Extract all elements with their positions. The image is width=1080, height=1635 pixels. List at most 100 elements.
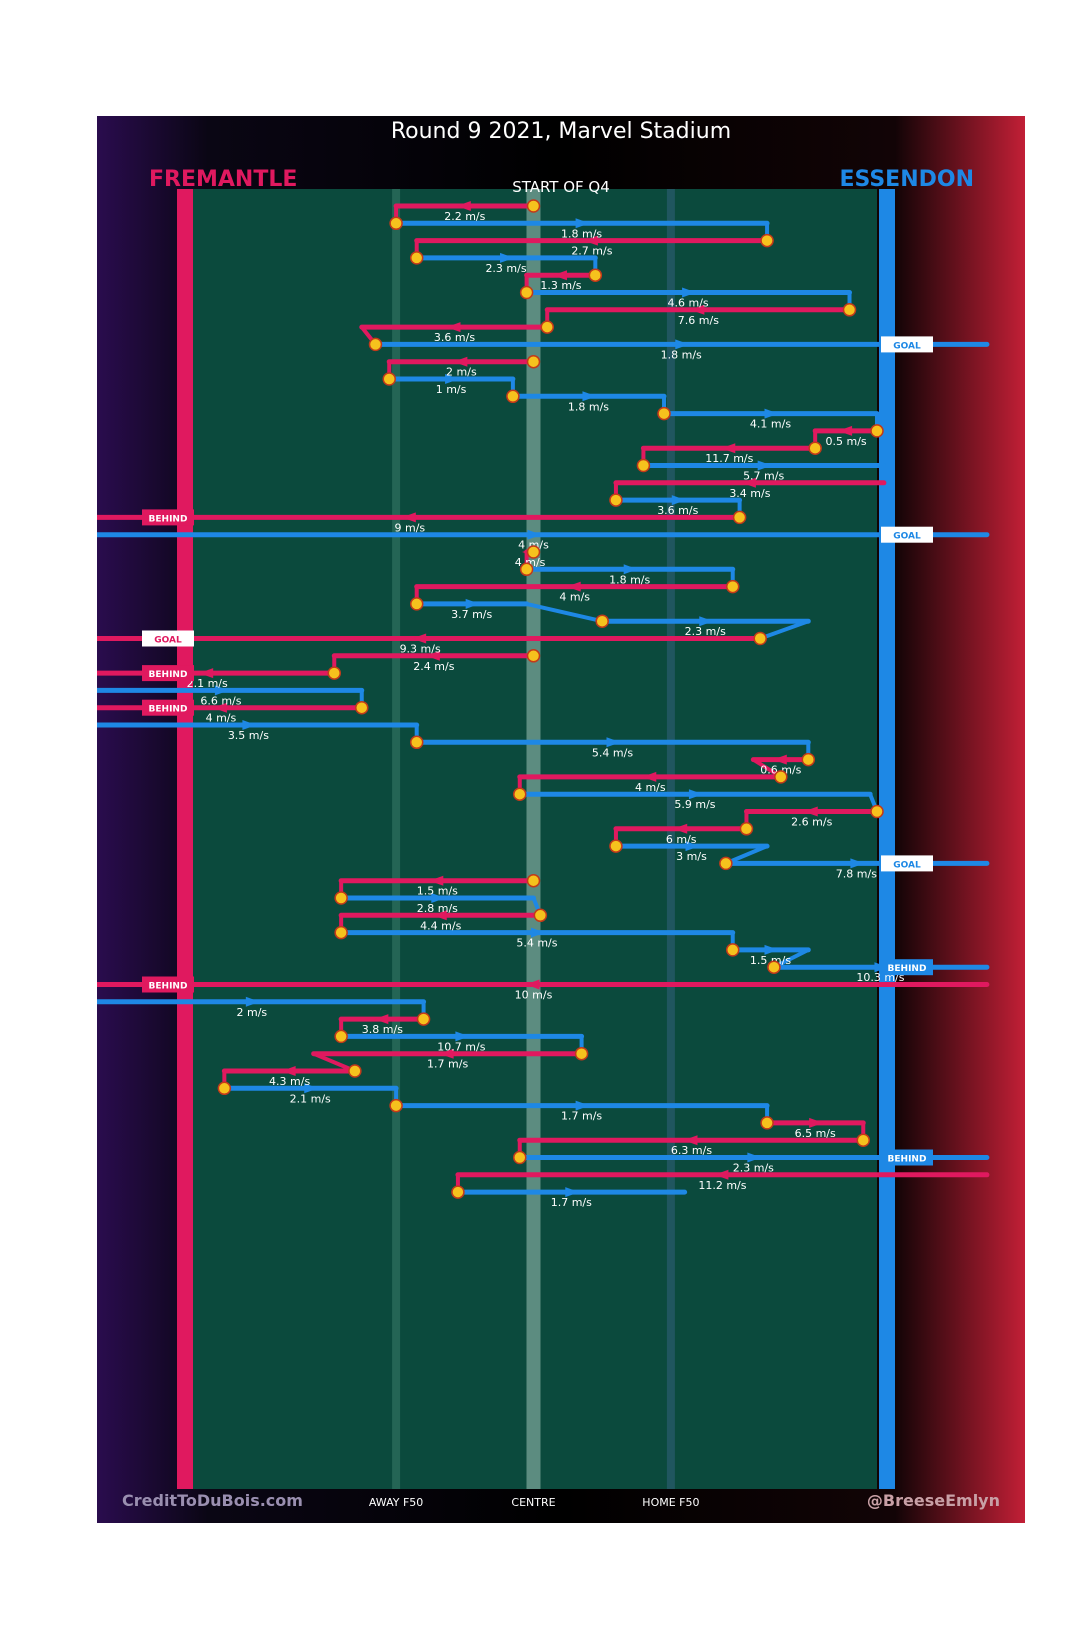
ball-marker bbox=[389, 1098, 403, 1113]
direction-arrow bbox=[445, 374, 460, 384]
speed-label: 2.4 m/s bbox=[413, 660, 454, 673]
speed-label: 5.9 m/s bbox=[674, 798, 715, 811]
speed-label: 2.2 m/s bbox=[444, 210, 485, 223]
direction-arrow bbox=[838, 425, 853, 436]
ball-marker bbox=[389, 216, 403, 231]
result-label: BEHIND bbox=[149, 514, 188, 524]
ball-marker bbox=[760, 1116, 774, 1130]
field-lane bbox=[526, 189, 541, 1489]
speed-label: 1.5 m/s bbox=[750, 954, 791, 967]
speed-label: 2.1 m/s bbox=[290, 1092, 331, 1105]
chart-container: Round 9 2021, Marvel Stadium FREMANTLE E… bbox=[77, 116, 1025, 1523]
ball-marker bbox=[409, 735, 424, 750]
direction-arrow bbox=[606, 737, 621, 748]
ball-marker bbox=[513, 787, 527, 801]
direction-arrow bbox=[500, 252, 515, 263]
direction-arrow bbox=[699, 616, 714, 627]
direction-arrow bbox=[682, 287, 697, 298]
result-label: BEHIND bbox=[888, 1155, 927, 1165]
direction-arrow bbox=[671, 495, 686, 506]
speed-label: 2 m/s bbox=[446, 366, 477, 379]
result-badge bbox=[142, 699, 194, 716]
speed-label: 3 m/s bbox=[676, 850, 707, 863]
speed-label: 0.6 m/s bbox=[760, 764, 801, 777]
speed-label: 1.7 m/s bbox=[561, 1110, 602, 1123]
direction-arrow bbox=[764, 944, 779, 955]
direction-arrow bbox=[683, 1135, 698, 1146]
ball-marker bbox=[540, 320, 554, 334]
ball-marker bbox=[753, 631, 767, 646]
result-label: GOAL bbox=[893, 860, 921, 870]
ball-marker bbox=[382, 372, 396, 386]
direction-arrow bbox=[425, 650, 440, 661]
direction-arrow bbox=[525, 979, 540, 990]
speed-label: 2.3 m/s bbox=[685, 625, 726, 638]
direction-arrow bbox=[757, 460, 772, 471]
speed-label: 11.2 m/s bbox=[698, 1179, 746, 1192]
result-badge bbox=[142, 976, 194, 993]
speed-label: 1.8 m/s bbox=[661, 348, 702, 361]
direction-arrow bbox=[583, 235, 598, 246]
x-tick-label: HOME F50 bbox=[642, 1496, 699, 1509]
chain-connector bbox=[524, 601, 605, 624]
result-badge bbox=[881, 336, 933, 353]
ball-marker bbox=[801, 752, 816, 767]
direction-arrow bbox=[439, 1048, 454, 1059]
credit-right: @BreeseEmlyn bbox=[867, 1491, 1000, 1510]
score-results: GOAL BEHIND GOAL GOAL BEHIND BEHIND GOAL BEHIND… bbox=[142, 336, 933, 1166]
result-badge bbox=[881, 1149, 933, 1166]
speed-label: 3.5 m/s bbox=[228, 729, 269, 742]
speed-label: 5.7 m/s bbox=[743, 470, 784, 483]
speed-label: 4 m/s bbox=[518, 539, 549, 552]
speed-label: 4.4 m/s bbox=[420, 919, 461, 932]
result-label: BEHIND bbox=[888, 964, 927, 974]
ball-marker bbox=[870, 804, 884, 819]
direction-arrow bbox=[456, 201, 471, 211]
direction-arrow bbox=[431, 893, 446, 903]
ball-marker bbox=[519, 562, 534, 577]
ball-marker bbox=[725, 943, 740, 957]
direction-arrow bbox=[575, 218, 590, 229]
speed-label: 2.3 m/s bbox=[485, 262, 526, 275]
speed-label: 1.8 m/s bbox=[609, 573, 650, 586]
direction-arrow bbox=[214, 685, 229, 696]
ball-marker bbox=[451, 1185, 465, 1199]
direction-arrow bbox=[685, 841, 700, 852]
direction-arrow bbox=[455, 1031, 470, 1042]
direction-arrow bbox=[552, 270, 567, 281]
chain-connector bbox=[758, 619, 811, 641]
direction-arrow bbox=[721, 443, 736, 454]
ball-marker bbox=[327, 666, 342, 680]
result-badge bbox=[881, 526, 933, 543]
speed-label: 4.3 m/s bbox=[269, 1075, 310, 1088]
ball-marker bbox=[409, 251, 424, 265]
ball-marker bbox=[409, 597, 424, 611]
ball-marker bbox=[657, 406, 671, 421]
direction-arrow bbox=[688, 789, 703, 800]
ball-marker bbox=[526, 873, 541, 888]
direction-arrow bbox=[772, 754, 787, 765]
speed-label: 2 m/s bbox=[237, 1006, 268, 1019]
speed-label: 10 m/s bbox=[515, 989, 553, 1002]
direction-arrow bbox=[582, 391, 597, 402]
ball-marker bbox=[334, 891, 348, 905]
ball-marker bbox=[732, 510, 747, 525]
speed-label: 1 m/s bbox=[436, 383, 467, 396]
ball-marker bbox=[595, 614, 609, 628]
direction-arrow bbox=[446, 322, 461, 333]
direction-arrow bbox=[803, 806, 818, 817]
ball-marker bbox=[526, 649, 541, 663]
direction-arrow bbox=[850, 858, 865, 869]
result-label: BEHIND bbox=[149, 670, 188, 680]
speed-label: 0.5 m/s bbox=[826, 435, 867, 448]
speed-label: 2.6 m/s bbox=[791, 816, 832, 829]
speed-label: 4 m/s bbox=[206, 712, 237, 725]
direction-arrow bbox=[212, 702, 227, 713]
direction-arrow bbox=[304, 1083, 319, 1094]
ball-marker bbox=[588, 268, 603, 282]
direction-arrow bbox=[242, 720, 257, 730]
speed-label: 1.3 m/s bbox=[540, 279, 581, 292]
chain-connector bbox=[723, 844, 770, 866]
period-label: START OF Q4 bbox=[512, 178, 610, 196]
direction-arrow bbox=[401, 512, 416, 523]
